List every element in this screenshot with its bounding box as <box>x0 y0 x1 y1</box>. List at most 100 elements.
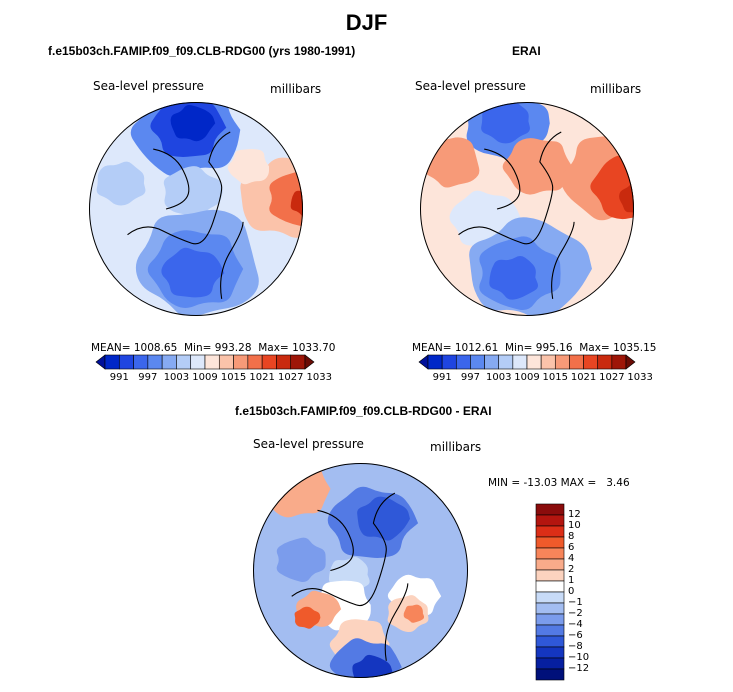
colorbar-box <box>535 547 565 560</box>
coastline <box>384 583 409 661</box>
colorbar-tick-label: 4 <box>568 553 575 564</box>
colorbar-tick-label: 1021 <box>570 372 597 383</box>
colorbar-box <box>498 354 514 370</box>
panel-3-title: f.e15b03ch.FAMIP.f09_f09.CLB-RDG00 - ERA… <box>235 404 492 418</box>
colorbar-box <box>535 525 565 538</box>
coastline <box>317 509 354 572</box>
colorbar-box <box>147 354 163 370</box>
colorbar-box <box>597 354 613 370</box>
contour-region <box>481 102 530 144</box>
colorbar-tick-label: 1021 <box>249 372 275 383</box>
colorbar-box <box>583 354 599 370</box>
colorbar-tick-label: −1 <box>568 597 583 608</box>
panel-2-min-label: Min= <box>504 342 533 354</box>
colorbar-tick-label: 8 <box>568 531 575 542</box>
colorbar-box <box>535 580 565 593</box>
colorbar-box <box>535 591 565 604</box>
colorbar-tick-label: 991 <box>432 372 452 383</box>
colorbar-box <box>133 354 149 370</box>
panel-1-max: 1033.70 <box>292 342 336 354</box>
panel-2-colorbar-ticks: 991 997 1003 1009 1015 1021 1027 1033 <box>419 372 653 384</box>
colorbar-tick-label: −12 <box>568 663 590 674</box>
coastline <box>127 131 231 245</box>
colorbar-tick-label: 2 <box>568 564 575 575</box>
panel-1-colorbar <box>95 354 315 370</box>
contour-region <box>276 537 326 582</box>
colorbar-box <box>535 624 565 637</box>
colorbar-tick-label: 10 <box>568 520 581 531</box>
colorbar-box <box>233 354 249 370</box>
colorbar-box <box>535 569 565 582</box>
panel-1-min-label: Min= <box>183 342 212 354</box>
colorbar-tick-label: 0 <box>568 586 575 597</box>
colorbar-box <box>484 354 500 370</box>
colorbar-box <box>441 354 457 370</box>
coastline <box>291 492 396 607</box>
colorbar-box <box>176 354 192 370</box>
contour-region <box>403 604 425 623</box>
colorbar-end-high <box>304 354 315 370</box>
colorbar-box <box>535 646 565 659</box>
panel-2-stats: MEAN= 1012.61 Min= 995.16 Max= 1035.15 <box>412 342 656 354</box>
colorbar-box <box>526 354 542 370</box>
colorbar-tick-label: 1009 <box>192 372 218 383</box>
panel-2-polar-map <box>420 102 634 316</box>
panel-1-mean: 1008.65 <box>133 342 178 354</box>
colorbar-box <box>535 503 565 516</box>
colorbar-tick-label: 1033 <box>306 372 333 383</box>
colorbar-end-high <box>625 354 636 370</box>
colorbar-box <box>611 354 627 370</box>
panel-1-max-label: Max= <box>258 342 289 354</box>
coastline <box>153 148 190 210</box>
colorbar-tick-label: 991 <box>109 372 129 383</box>
page-title: DJF <box>345 10 388 35</box>
colorbar-tick-label: 1033 <box>627 372 653 383</box>
colorbar-tick-label: 1015 <box>542 372 569 383</box>
contour-region <box>619 181 634 215</box>
colorbar-tick-label: −6 <box>568 630 583 641</box>
contour-region <box>260 463 331 518</box>
colorbar-box <box>535 668 565 681</box>
colorbar-tick-label: 1003 <box>163 372 190 383</box>
colorbar-box <box>204 354 220 370</box>
colorbar-box <box>535 635 565 648</box>
contour-region <box>352 654 393 678</box>
colorbar-box <box>118 354 134 370</box>
panel-1-stats: MEAN= 1008.65 Min= 993.28 Max= 1033.70 <box>91 342 335 354</box>
colorbar-box <box>535 602 565 615</box>
panel-2-units-label: millibars <box>590 82 642 96</box>
panel-2-mean-label: MEAN= <box>412 342 452 354</box>
colorbar-tick-label: 1 <box>568 575 575 586</box>
contour-region <box>227 149 270 185</box>
contour-region <box>357 496 410 541</box>
panel-2-max-label: Max= <box>579 342 610 354</box>
coastline <box>220 221 244 299</box>
colorbar-tick-label: −2 <box>568 608 583 619</box>
colorbar-end-low <box>95 354 106 370</box>
panel-2-title: ERAI <box>512 44 541 58</box>
colorbar-box <box>535 514 565 527</box>
colorbar-box <box>535 558 565 571</box>
panel-3-variable-label: Sea-level pressure <box>253 437 364 451</box>
colorbar-box <box>512 354 528 370</box>
map-boundary <box>420 102 634 316</box>
colorbar-tick-label: 6 <box>568 542 575 553</box>
colorbar-tick-label: 997 <box>138 372 158 383</box>
colorbar-box <box>569 354 584 370</box>
panel-2-min: 995.16 <box>535 342 573 354</box>
contour-region <box>96 161 146 206</box>
map-boundary <box>253 463 468 678</box>
colorbar-box <box>261 354 277 370</box>
contour-region <box>294 606 321 629</box>
colorbar-box <box>535 613 565 626</box>
colorbar-box <box>218 354 234 370</box>
colorbar-tick-label: 1003 <box>485 372 512 383</box>
colorbar-box <box>247 354 263 370</box>
colorbar-box <box>535 536 565 549</box>
panel-2-max: 1035.15 <box>613 342 657 354</box>
colorbar-tick-label: 997 <box>460 372 480 383</box>
contour-region <box>170 105 216 142</box>
map-boundary <box>89 102 303 316</box>
panel-1-variable-label: Sea-level pressure <box>93 79 204 93</box>
colorbar-tick-label: 1015 <box>220 372 247 383</box>
